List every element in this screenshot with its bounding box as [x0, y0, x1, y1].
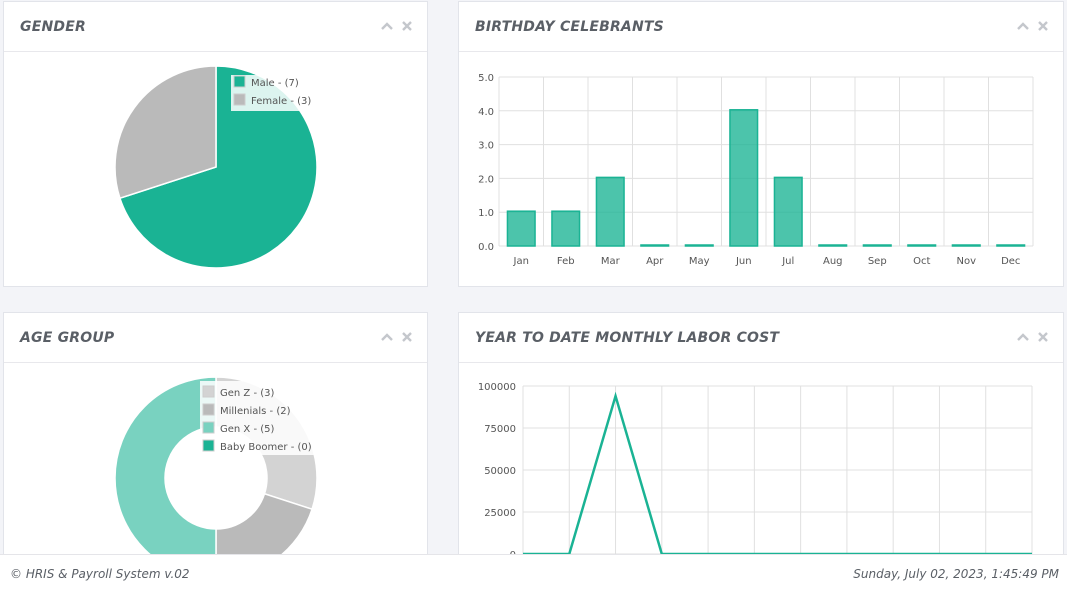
legend-label-male: Male - (7)	[251, 78, 299, 89]
legend-swatch-male	[233, 75, 246, 88]
x-tick-label: Aug	[823, 256, 843, 267]
footer-copyright: © HRIS & Payroll System v.02	[10, 567, 190, 581]
age-group-panel-title: AGE GROUP	[20, 329, 115, 346]
labor-cost-line-chart: 0250005000075000100000	[478, 382, 1033, 561]
x-tick-label: Jun	[735, 256, 752, 267]
y-tick-label: 3.0	[478, 141, 494, 152]
labor-cost-panel-header: YEAR TO DATE MONTHLY LABOR COST	[459, 313, 1063, 363]
bar-jul	[773, 176, 803, 247]
legend-swatch-female	[233, 93, 246, 106]
chevron-up-icon[interactable]	[1017, 330, 1029, 344]
close-icon[interactable]	[401, 19, 413, 33]
y-tick-label: 5.0	[478, 73, 494, 84]
y-tick-label: 100000	[478, 382, 516, 393]
gender-panel-body: Male - (7) Female - (3)	[4, 53, 427, 286]
x-tick-label: Jul	[781, 256, 794, 267]
legend-swatch-gen-x	[202, 421, 215, 434]
bar-feb	[551, 210, 581, 247]
y-tick-label: 2.0	[478, 174, 494, 185]
age-group-donut-chart: Gen Z - (3) Millenials - (2) Gen X - (5)…	[114, 376, 318, 571]
close-icon[interactable]	[1037, 19, 1049, 33]
footer: © HRIS & Payroll System v.02 Sunday, Jul…	[0, 554, 1067, 593]
legend-label-gen-z: Gen Z - (3)	[220, 388, 274, 399]
pie-slice-female	[114, 65, 217, 200]
labor-cost-series-line	[523, 391, 1032, 556]
gender-legend: Male - (7) Female - (3)	[231, 75, 313, 111]
y-tick-label: 25000	[484, 508, 516, 519]
age-group-panel-body: Gen Z - (3) Millenials - (2) Gen X - (5)…	[4, 364, 427, 571]
gender-panel-title: GENDER	[20, 18, 86, 35]
legend-swatch-millenials	[202, 403, 215, 416]
legend-label-millenials: Millenials - (2)	[220, 406, 291, 417]
x-tick-label: Sep	[868, 256, 887, 267]
legend-label-baby-boomer: Baby Boomer - (0)	[220, 442, 312, 453]
x-tick-label: Feb	[557, 256, 575, 267]
donut-slice-gen-x	[114, 376, 217, 571]
close-icon[interactable]	[1037, 330, 1049, 344]
gender-panel: GENDER Male - (7) Female - (3)	[3, 1, 428, 287]
age-group-panel-header: AGE GROUP	[4, 313, 427, 363]
labor-cost-panel: YEAR TO DATE MONTHLY LABOR COST 02500050…	[458, 312, 1064, 572]
x-tick-label: Jan	[513, 256, 529, 267]
x-tick-label: Dec	[1001, 256, 1020, 267]
footer-datetime: Sunday, July 02, 2023, 1:45:49 PM	[853, 567, 1059, 581]
y-tick-label: 0.0	[478, 242, 494, 253]
chevron-up-icon[interactable]	[381, 19, 393, 33]
birthday-panel-body: 0.0 1.0 2.0 3.0 4.0 5.0 Jan Feb Mar Apr May Jun Jul A…	[459, 53, 1063, 286]
bar-dec	[996, 244, 1026, 247]
age-group-legend: Gen Z - (3) Millenials - (2) Gen X - (5)…	[200, 381, 315, 455]
gender-panel-header: GENDER	[4, 2, 427, 52]
age-group-panel: AGE GROUP Gen Z - (3) Millenials - (2) G…	[3, 312, 428, 572]
legend-swatch-gen-z	[202, 385, 215, 398]
labor-cost-panel-body: 0250005000075000100000	[459, 364, 1063, 571]
y-tick-label: 75000	[484, 424, 516, 435]
bar-nov	[951, 244, 981, 247]
bar-apr	[640, 244, 670, 247]
bar-jun	[729, 109, 759, 247]
close-icon[interactable]	[401, 330, 413, 344]
y-tick-label: 1.0	[478, 208, 494, 219]
bar-jan	[506, 210, 536, 247]
y-tick-label: 50000	[484, 466, 516, 477]
legend-label-female: Female - (3)	[251, 96, 311, 107]
x-tick-label: Oct	[913, 256, 930, 267]
labor-cost-panel-title: YEAR TO DATE MONTHLY LABOR COST	[475, 329, 780, 346]
legend-label-gen-x: Gen X - (5)	[220, 424, 274, 435]
birthday-panel: BIRTHDAY CELEBRANTS 0.0 1.0 2.0 3.0 4.0 5.0 Ja…	[458, 1, 1064, 287]
x-tick-label: May	[689, 256, 710, 267]
gender-pie-chart: Male - (7) Female - (3)	[114, 65, 318, 269]
legend-swatch-baby-boomer	[202, 439, 215, 452]
x-tick-label: Mar	[601, 256, 621, 267]
bar-sep	[862, 244, 892, 247]
x-tick-label: Nov	[956, 256, 976, 267]
birthday-panel-title: BIRTHDAY CELEBRANTS	[475, 18, 664, 35]
bar-oct	[907, 244, 937, 247]
chevron-up-icon[interactable]	[1017, 19, 1029, 33]
donut-slice-millenials	[215, 492, 314, 571]
chevron-up-icon[interactable]	[381, 330, 393, 344]
y-tick-label: 4.0	[478, 107, 494, 118]
bar-aug	[818, 244, 848, 247]
birthday-bar-chart: 0.0 1.0 2.0 3.0 4.0 5.0 Jan Feb Mar Apr May Jun Jul A…	[478, 73, 1034, 267]
x-tick-label: Apr	[646, 256, 664, 267]
bar-may	[684, 244, 714, 247]
bar-mar	[595, 176, 625, 247]
birthday-panel-header: BIRTHDAY CELEBRANTS	[459, 2, 1063, 52]
